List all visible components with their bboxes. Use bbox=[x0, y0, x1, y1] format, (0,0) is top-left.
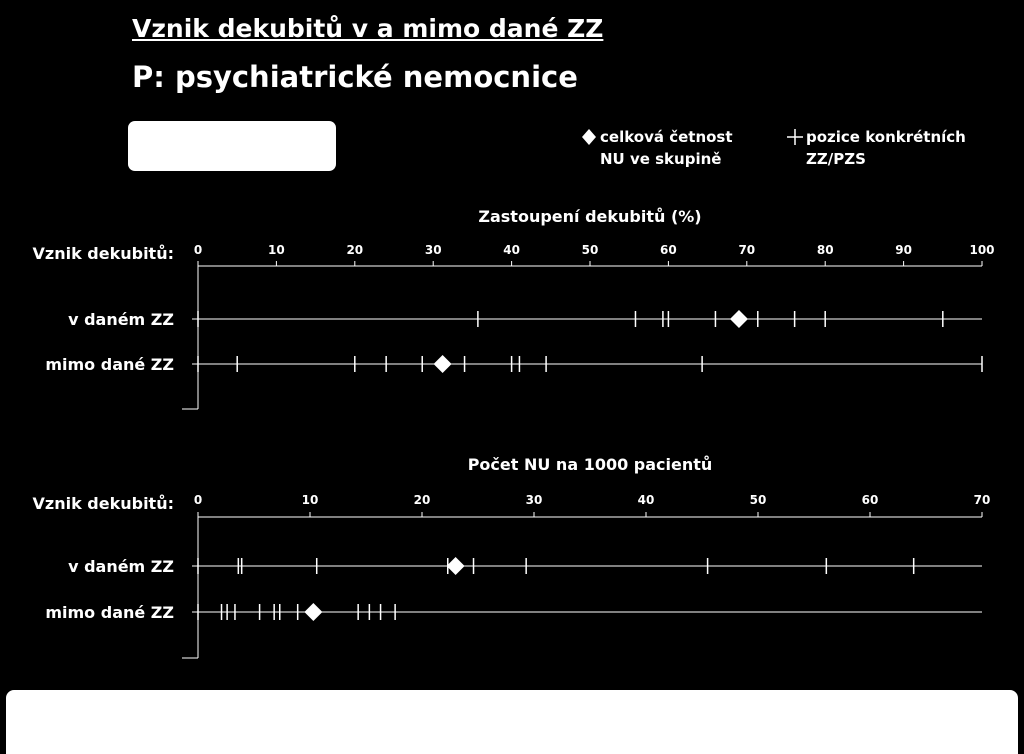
x-tick-label: 80 bbox=[817, 243, 834, 257]
x-tick-label: 60 bbox=[660, 243, 677, 257]
x-tick-label: 0 bbox=[194, 493, 202, 507]
x-tick-label: 90 bbox=[895, 243, 912, 257]
row-header: Vznik dekubitů: bbox=[33, 244, 175, 263]
diamond-icon bbox=[582, 129, 596, 145]
overall-diamond bbox=[729, 310, 748, 328]
x-tick-label: 20 bbox=[346, 243, 363, 257]
x-tick-label: 50 bbox=[750, 493, 767, 507]
overall-diamond bbox=[304, 603, 323, 621]
row-header: Vznik dekubitů: bbox=[33, 494, 175, 513]
x-tick-label: 70 bbox=[738, 243, 755, 257]
bottom-bar bbox=[6, 690, 1018, 754]
legend-position-line1: pozice konkrétních bbox=[806, 128, 966, 146]
x-tick-label: 40 bbox=[503, 243, 520, 257]
overall-diamond bbox=[433, 355, 452, 373]
legend-overall-line1: celková četnost bbox=[600, 128, 733, 146]
x-tick-label: 40 bbox=[638, 493, 655, 507]
chart-title: Zastoupení dekubitů (%) bbox=[478, 207, 701, 226]
legend: celková četnost NU ve skupině pozice kon… bbox=[580, 126, 1000, 174]
overall-diamond bbox=[446, 557, 465, 575]
x-tick-label: 30 bbox=[425, 243, 442, 257]
x-tick-label: 100 bbox=[969, 243, 994, 257]
x-tick-label: 50 bbox=[582, 243, 599, 257]
page-title: Vznik dekubitů v a mimo dané ZZ bbox=[132, 14, 604, 43]
page-subtitle: P: psychiatrické nemocnice bbox=[132, 60, 578, 94]
legend-position-line2: ZZ/PZS bbox=[806, 150, 866, 168]
x-tick-label: 0 bbox=[194, 243, 202, 257]
x-tick-label: 70 bbox=[974, 493, 991, 507]
x-tick-label: 30 bbox=[526, 493, 543, 507]
x-tick-label: 10 bbox=[268, 243, 285, 257]
category-label: mimo dané ZZ bbox=[45, 355, 174, 374]
category-label: mimo dané ZZ bbox=[45, 603, 174, 622]
x-tick-label: 20 bbox=[414, 493, 431, 507]
category-label: v daném ZZ bbox=[68, 557, 174, 576]
blank-label-box bbox=[128, 121, 336, 171]
x-tick-label: 10 bbox=[302, 493, 319, 507]
legend-overall-line2: NU ve skupině bbox=[600, 150, 722, 168]
chart-2: Počet NU na 1000 pacientů Vznik dekubitů:… bbox=[33, 455, 991, 659]
x-tick-label: 60 bbox=[862, 493, 879, 507]
plus-icon bbox=[787, 129, 803, 145]
chart-title: Počet NU na 1000 pacientů bbox=[468, 455, 713, 474]
chart-1: Zastoupení dekubitů (%) Vznik dekubitů: 0 1… bbox=[33, 207, 995, 410]
category-label: v daném ZZ bbox=[68, 310, 174, 329]
